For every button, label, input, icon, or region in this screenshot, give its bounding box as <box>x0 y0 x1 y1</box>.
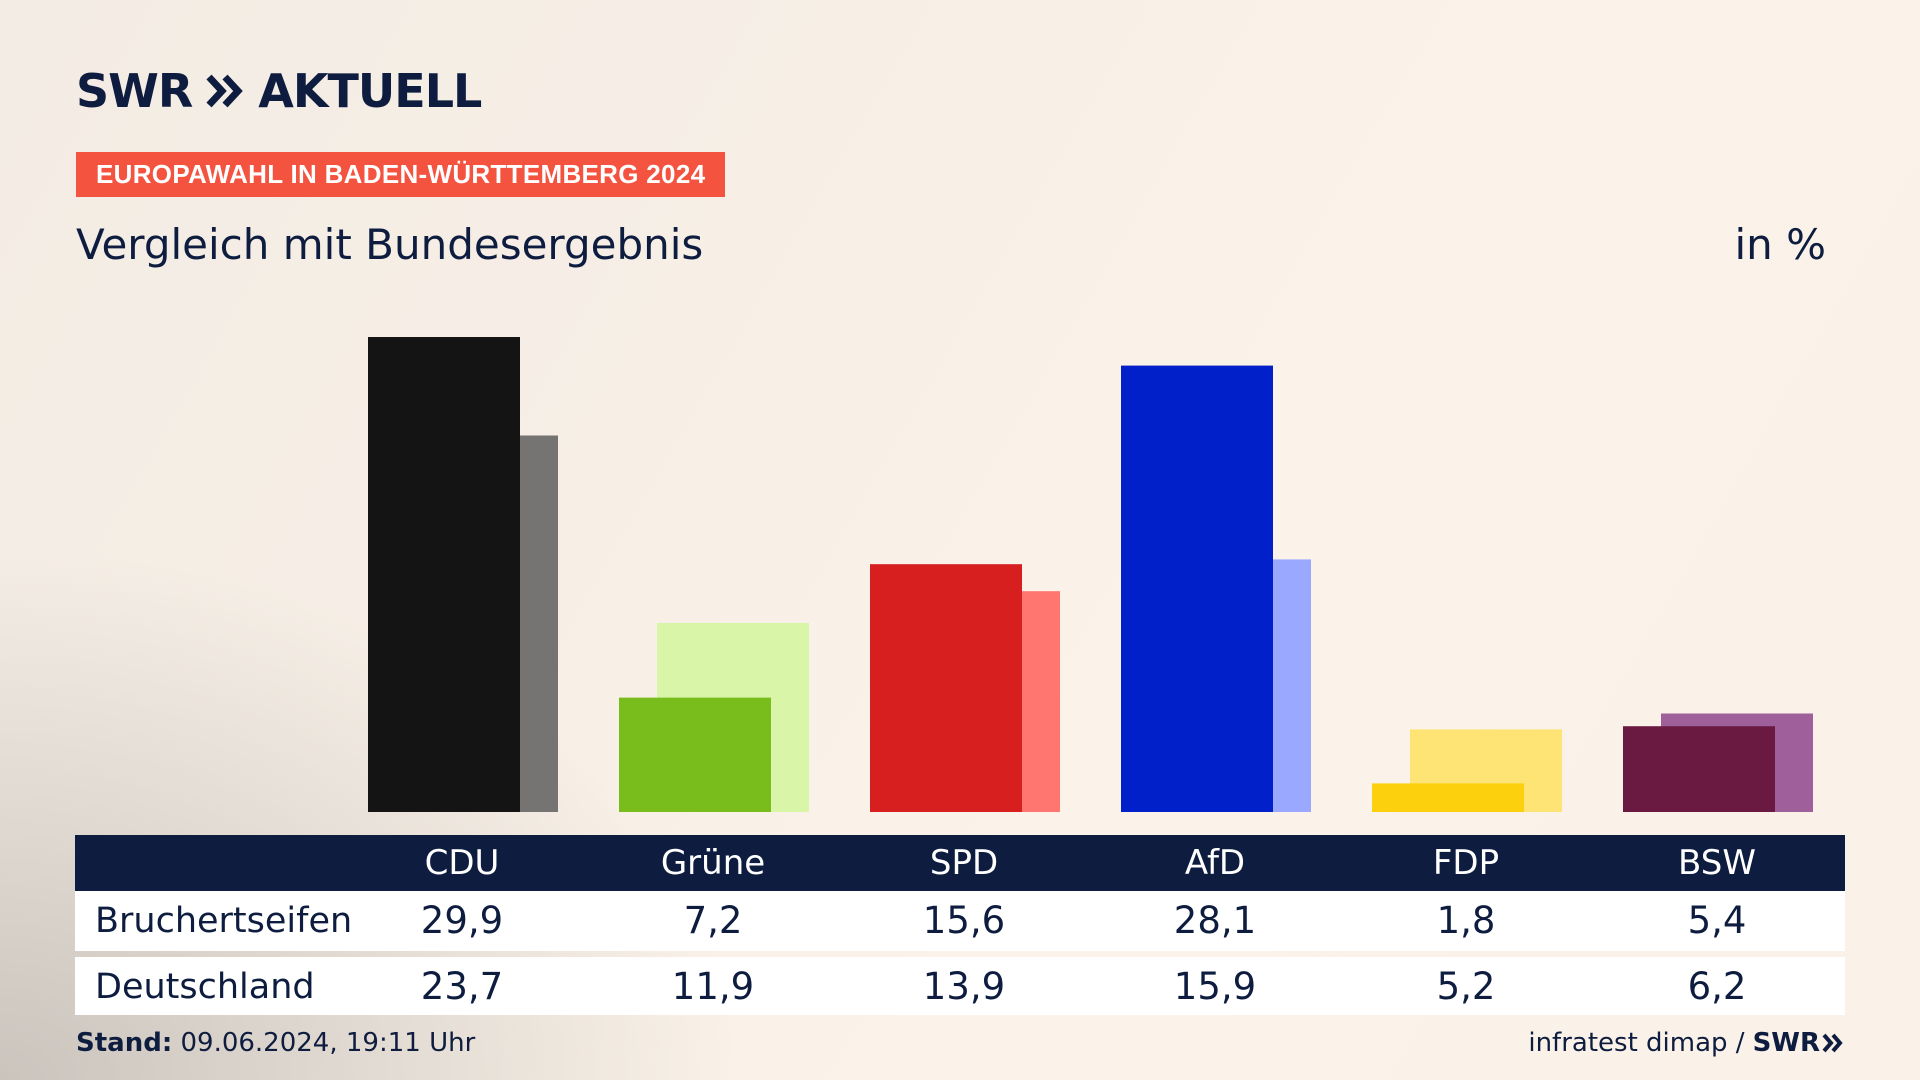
row-label: Deutschland <box>95 967 315 1007</box>
column-header: Grüne <box>660 843 766 883</box>
bar-bruchertseifen-0 <box>368 337 520 812</box>
column-header: AfD <box>1184 843 1246 883</box>
column-header: CDU <box>424 843 500 883</box>
table-row: Bruchertseifen 29,9 7,2 15,6 28,1 1,8 5,4 <box>75 891 1845 951</box>
double-chevron-icon <box>206 74 244 108</box>
swr-mini-logo: SWR <box>1753 1028 1844 1058</box>
column-header: SPD <box>929 843 999 883</box>
bar-chart <box>368 337 1813 812</box>
chart-title: Vergleich mit Bundesergebnis <box>76 220 704 269</box>
table-row: Deutschland 23,7 11,9 13,9 15,9 5,2 6,2 <box>75 957 1845 1015</box>
row-label: Bruchertseifen <box>95 901 353 941</box>
results-table: CDU Grüne SPD AfD FDP BSW Bruchertseifen 29,9… <box>75 835 1845 1015</box>
table-cell: 6,2 <box>1687 965 1747 1008</box>
stand-label: Stand: <box>76 1028 173 1058</box>
table-header-row: CDU Grüne SPD AfD FDP BSW <box>75 835 1845 891</box>
column-header: FDP <box>1432 843 1500 883</box>
table-cell: 7,2 <box>683 899 743 942</box>
table-cell: 5,4 <box>1687 899 1747 942</box>
table-cell: 15,9 <box>1173 965 1257 1008</box>
column-header: BSW <box>1678 843 1756 883</box>
bar-bruchertseifen-4 <box>1372 783 1524 812</box>
timestamp: Stand: 09.06.2024, 19:11 Uhr <box>76 1028 475 1058</box>
table-cell: 23,7 <box>420 965 504 1008</box>
bar-bruchertseifen-5 <box>1623 726 1775 812</box>
table-cell: 15,6 <box>922 899 1006 942</box>
bar-bruchertseifen-2 <box>870 564 1022 812</box>
unit-label: in % <box>1734 220 1826 269</box>
table-cell: 11,9 <box>671 965 755 1008</box>
source-text: infratest dimap / <box>1528 1028 1745 1058</box>
swr-mini-text: SWR <box>1752 1028 1820 1058</box>
table-cell: 1,8 <box>1436 899 1496 942</box>
table-cell: 29,9 <box>420 899 504 942</box>
source-credit: infratest dimap / SWR <box>1528 1028 1844 1058</box>
election-badge: EUROPAWAHL IN BADEN-WÜRTTEMBERG 2024 <box>76 152 726 197</box>
swr-aktuell-logo: SWR AKTUELL <box>76 64 482 118</box>
logo-aktuell-text: AKTUELL <box>258 64 482 118</box>
bar-bruchertseifen-3 <box>1121 365 1273 812</box>
table-cell: 13,9 <box>922 965 1006 1008</box>
bar-bruchertseifen-1 <box>619 697 771 812</box>
double-chevron-icon <box>1822 1033 1843 1053</box>
logo-swr-text: SWR <box>76 64 193 118</box>
table-cell: 5,2 <box>1436 965 1496 1008</box>
table-cell: 28,1 <box>1173 899 1257 942</box>
stand-value: 09.06.2024, 19:11 Uhr <box>180 1028 476 1058</box>
